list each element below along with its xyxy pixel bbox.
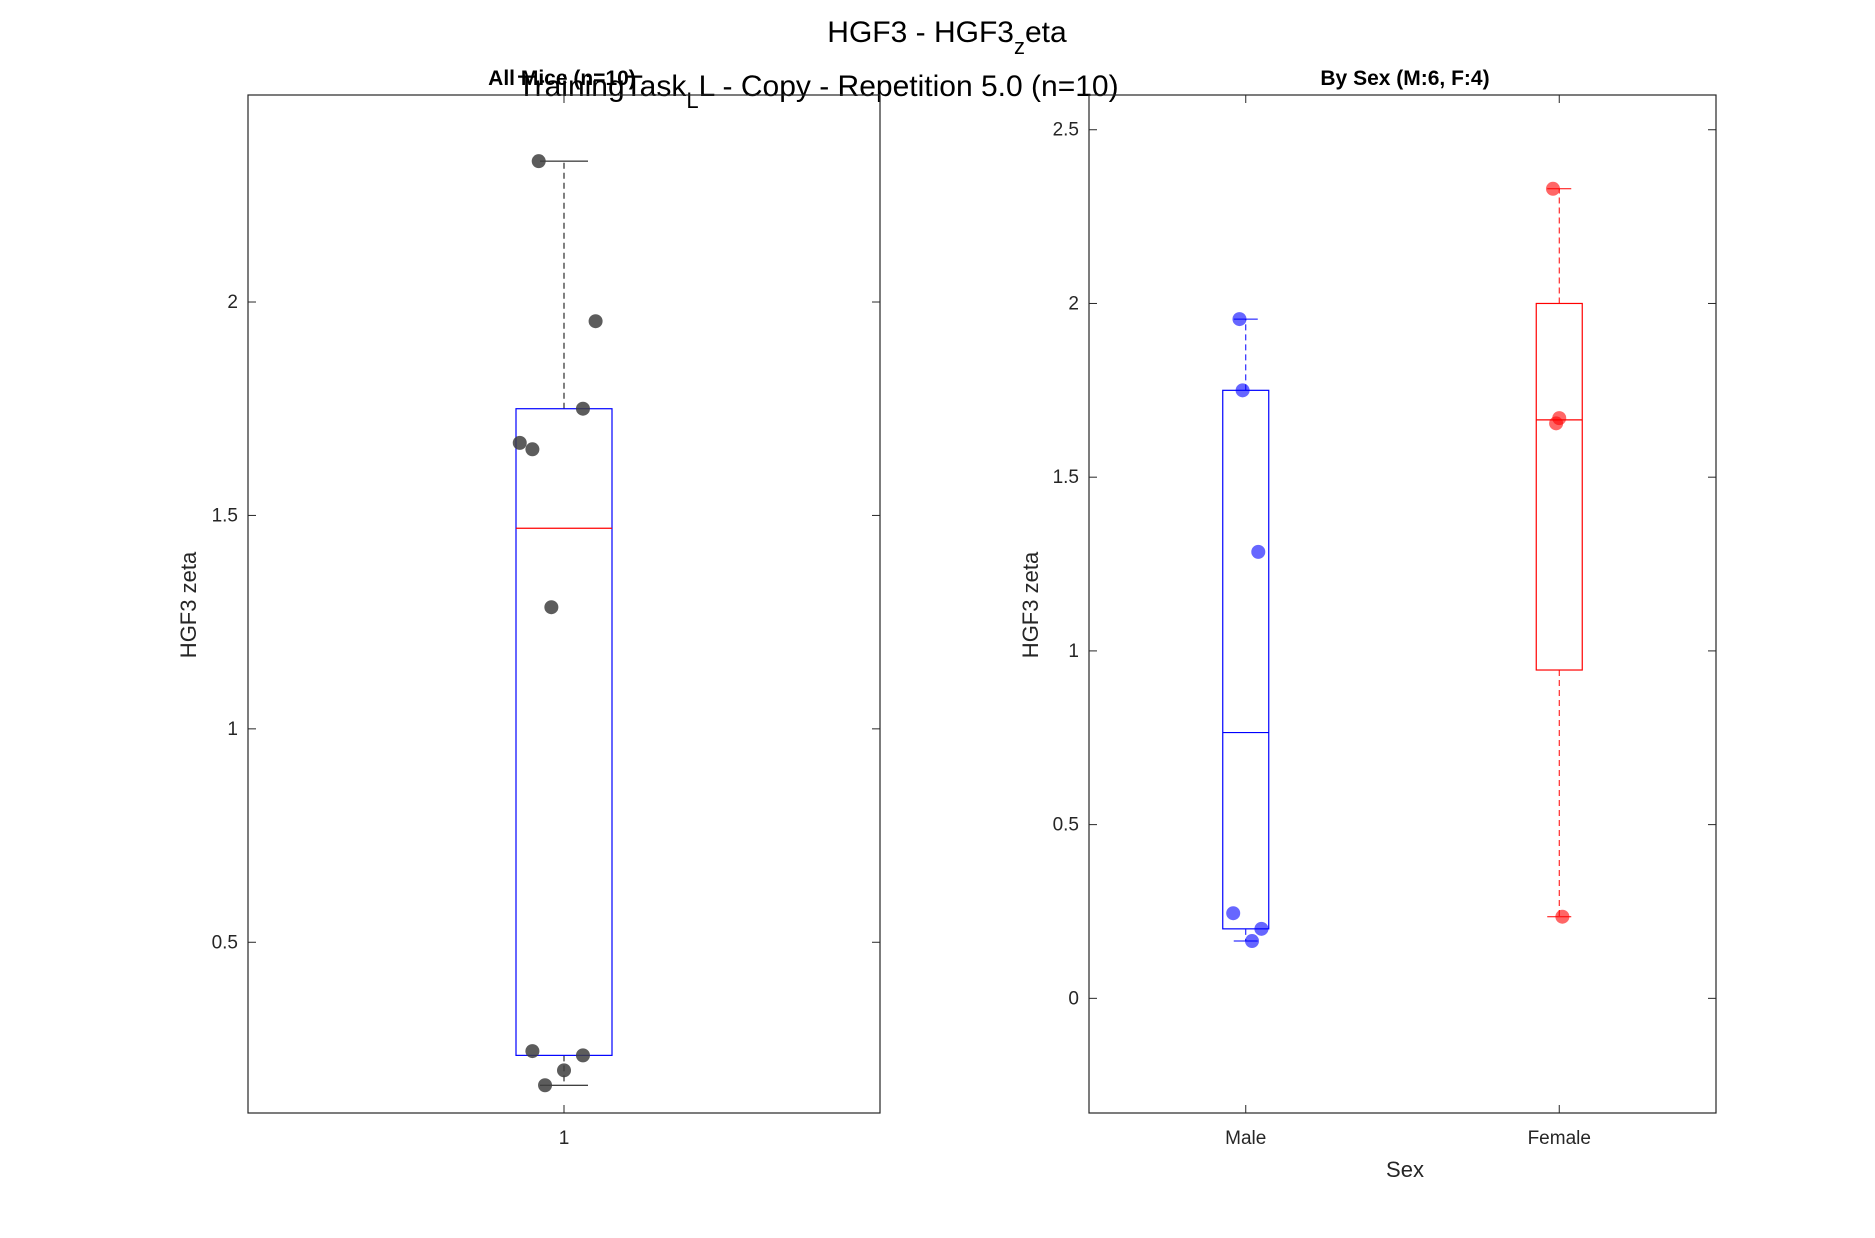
by-sex-ytick-label: 2.5 [1053, 120, 1079, 141]
by-sex-data-point [1251, 544, 1266, 559]
all-mice-ytick-label: 0.5 [212, 932, 238, 953]
by-sex-xtick-label: Male [1225, 1128, 1266, 1149]
all-mice-data-point [531, 154, 546, 169]
by-sex-data-point [1555, 909, 1570, 924]
by-sex-ytick-label: 1.5 [1053, 467, 1079, 488]
all-mice-data-point [538, 1078, 553, 1093]
by-sex-ytick-label: 2 [1068, 293, 1079, 314]
axes-all-mice-title: All Mice (n=10) [488, 67, 636, 90]
axes-by-sex: By Sex (M:6, F:4) HGF3 zeta Sex 0 0.5 1 1.5… [1018, 67, 1717, 1182]
figure-title: HGF3 - HGF3zeta [827, 16, 1067, 59]
all-mice-data-point [525, 442, 540, 457]
by-sex-ytick-label: 0.5 [1053, 815, 1079, 836]
all-mice-data-point [544, 600, 559, 615]
by-sex-ytick-label: 0 [1068, 988, 1079, 1009]
by-sex-ytick-label: 1 [1068, 641, 1079, 662]
all-mice-data-point [512, 435, 527, 450]
axes-by-sex-ylabel: HGF3 zeta [1018, 551, 1043, 658]
all-mice-ytick-label: 1.5 [212, 505, 238, 526]
all-mice-xtick-label: 1 [559, 1128, 570, 1149]
axes-all-mice-ylabel: HGF3 zeta [176, 551, 201, 658]
axes-all-mice: All Mice (n=10) HGF3 zeta 0.5 1 1.5 2 1 [176, 67, 881, 1149]
by-sex-data-point [1254, 921, 1269, 936]
by-sex-data-point [1235, 383, 1250, 398]
all-mice-data-point [525, 1044, 540, 1059]
all-mice-ytick-label: 1 [227, 719, 238, 740]
by-sex-box-female [1535, 302, 1583, 671]
by-sex-axes-frame [1088, 94, 1717, 1114]
all-mice-data-point [575, 1048, 590, 1063]
figure-subtitle: TrainingTaskLL - Copy - Repetition 5.0 (… [517, 70, 1118, 113]
axes-by-sex-title: By Sex (M:6, F:4) [1320, 67, 1489, 90]
all-mice-data-point [557, 1063, 571, 1078]
by-sex-box-male [1222, 389, 1270, 930]
all-mice-data-point [588, 314, 603, 329]
by-sex-data-point [1545, 181, 1560, 196]
by-sex-data-point [1245, 934, 1260, 949]
all-mice-ytick-label: 2 [227, 292, 238, 313]
axes-by-sex-xlabel: Sex [1386, 1157, 1424, 1182]
by-sex-xtick-label: Female [1528, 1128, 1591, 1149]
by-sex-data-point [1232, 312, 1247, 327]
all-mice-data-point [575, 401, 590, 416]
all-mice-box-1 [515, 408, 613, 1056]
by-sex-data-point [1226, 906, 1241, 921]
by-sex-data-point [1549, 416, 1564, 431]
